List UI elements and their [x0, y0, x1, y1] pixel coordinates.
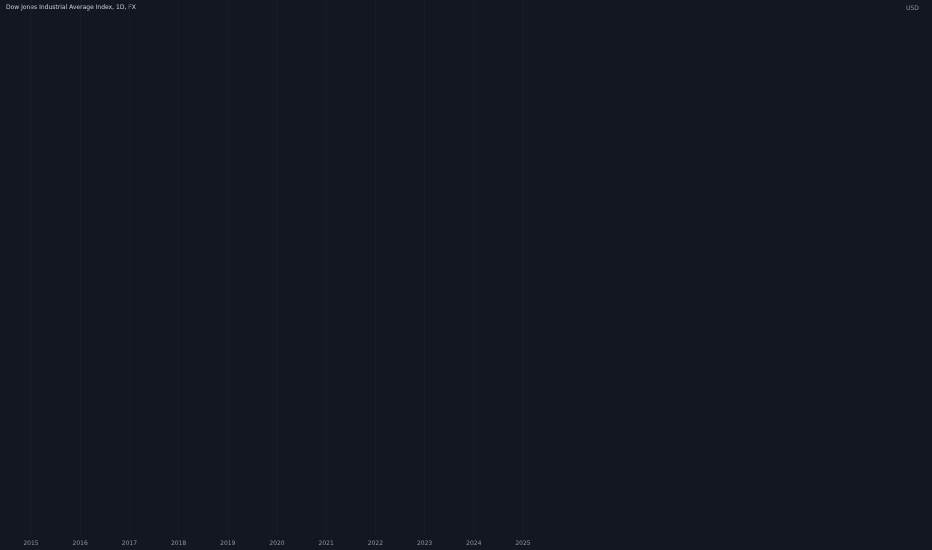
- currency-label: USD: [906, 5, 919, 12]
- x-tick-label: 2020: [269, 540, 284, 547]
- x-tick-label: 2023: [417, 540, 432, 547]
- x-tick-label: 2015: [23, 540, 38, 547]
- x-tick-label: 2025: [515, 540, 530, 547]
- symbol-title: Dow Jones Industrial Average Index, 1D, …: [6, 4, 136, 11]
- x-tick-label: 2019: [220, 540, 235, 547]
- x-tick-label: 2021: [319, 540, 334, 547]
- x-tick-label: 2024: [466, 540, 481, 547]
- x-tick-label: 2022: [368, 540, 383, 547]
- x-tick-label: 2016: [73, 540, 88, 547]
- x-axis: 2015 2016 2017 2018 2019 2020 2021 2022 2023 2024…: [23, 540, 530, 547]
- x-tick-label: 2018: [171, 540, 186, 547]
- x-tick-label: 2017: [122, 540, 137, 547]
- chart-grid: [30, 0, 524, 536]
